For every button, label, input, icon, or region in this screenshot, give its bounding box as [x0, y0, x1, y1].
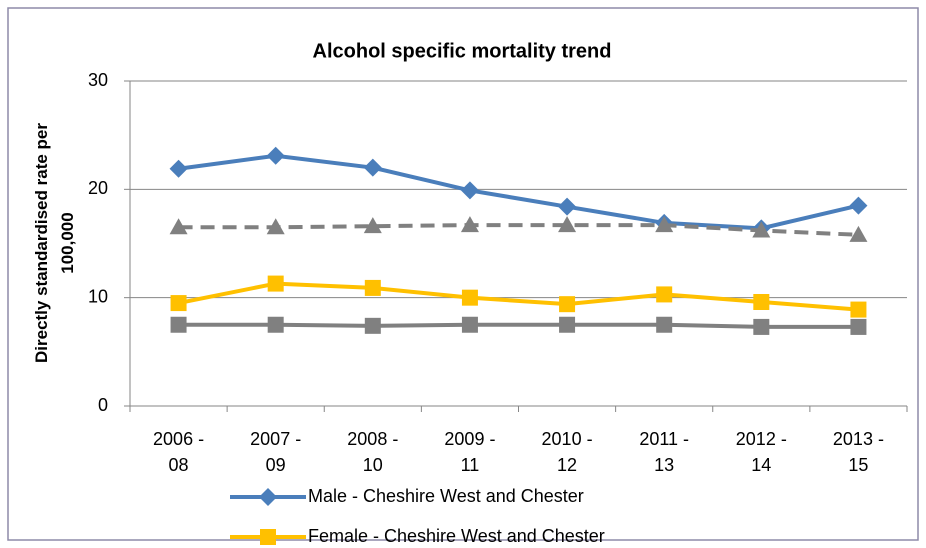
- series-line: [178, 281, 859, 312]
- legend-label: Male - Cheshire West and Chester: [308, 486, 584, 506]
- data-point: [656, 316, 673, 333]
- data-point: [850, 318, 867, 335]
- data-point: [170, 316, 187, 333]
- series-line: [178, 223, 859, 237]
- y-tick-label: 0: [98, 395, 108, 415]
- data-point: [559, 296, 576, 313]
- chart-frame: [7, 7, 919, 541]
- data-point: [169, 159, 188, 178]
- y-tick-label: 10: [88, 286, 108, 306]
- data-point: [364, 317, 381, 334]
- y-tick-label: 30: [88, 70, 108, 90]
- x-tick-label: 2011 - 13: [639, 429, 690, 475]
- data-point: [169, 218, 188, 235]
- chart-title: Alcohol specific mortality trend: [313, 40, 612, 62]
- data-point: [267, 316, 284, 333]
- legend-marker: [260, 529, 276, 545]
- x-tick-label: 2012 - 14: [735, 429, 787, 475]
- series-line: [178, 322, 859, 329]
- data-point: [850, 301, 867, 318]
- data-point: [170, 295, 187, 312]
- data-point: [266, 218, 285, 235]
- data-point: [558, 216, 577, 233]
- data-point: [267, 275, 284, 292]
- data-point: [655, 216, 674, 233]
- data-point: [752, 221, 771, 238]
- data-point: [849, 196, 868, 215]
- x-tick-label: 2006 - 08: [153, 429, 205, 475]
- series-line: [178, 153, 859, 231]
- data-point: [656, 286, 673, 303]
- data-point: [559, 316, 576, 333]
- data-point: [849, 225, 868, 242]
- x-tick-label: 2007 - 09: [250, 429, 302, 475]
- data-point: [461, 289, 478, 306]
- data-point: [461, 316, 478, 333]
- data-point: [753, 318, 770, 335]
- data-point: [266, 146, 285, 165]
- y-tick-label: 20: [88, 178, 108, 198]
- legend-label: Female - Cheshire West and Chester: [308, 526, 605, 546]
- x-tick-label: 2010 - 12: [541, 429, 593, 475]
- y-axis-label: Directly standardised rate per 100,000: [32, 123, 77, 363]
- data-point: [460, 216, 479, 233]
- x-tick-label: 2009 - 11: [444, 429, 496, 475]
- x-tick-label: 2013 - 15: [832, 429, 884, 475]
- x-tick-label: 2008 - 10: [347, 429, 399, 475]
- data-point: [558, 197, 577, 216]
- data-point: [753, 294, 770, 310]
- data-point: [460, 181, 479, 200]
- legend-marker: [259, 488, 277, 506]
- data-point: [363, 217, 382, 234]
- data-point: [364, 279, 381, 296]
- data-point: [363, 158, 382, 177]
